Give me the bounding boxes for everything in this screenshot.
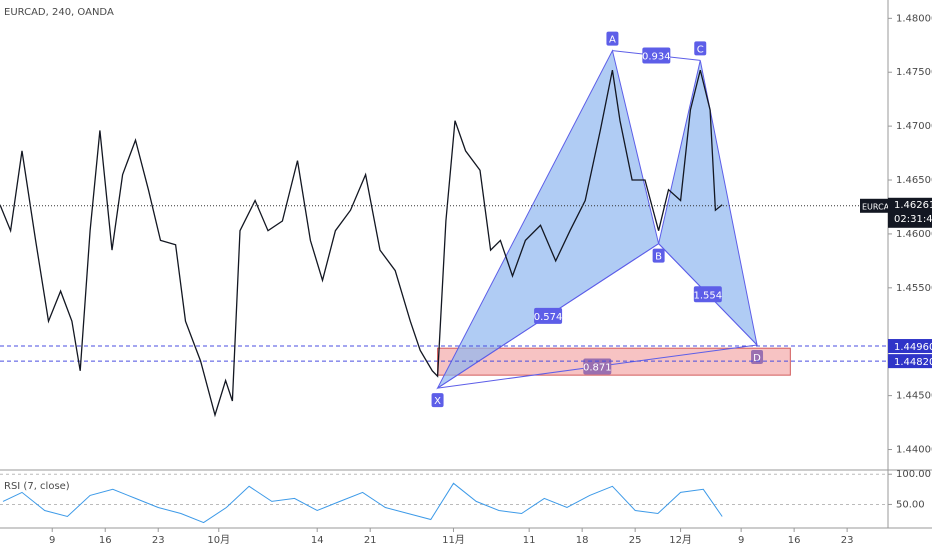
- y-tick-label: 50.00: [896, 499, 925, 510]
- level-tag: 1.44960: [888, 339, 932, 354]
- target-zone: [437, 347, 791, 376]
- ratio-tag: 1.554: [693, 286, 723, 303]
- ratio-box: [642, 47, 671, 64]
- chart-title: EURCAD, 240, OANDA: [4, 7, 114, 18]
- pattern-point: X: [431, 393, 444, 408]
- x-tick-label: 16: [99, 535, 112, 546]
- ratio-tag: 0.934: [642, 47, 671, 64]
- x-tick-label: 12月: [669, 534, 692, 546]
- point-box: [694, 41, 707, 56]
- point-label: X: [434, 396, 441, 407]
- x-tick-label: 11: [523, 535, 536, 546]
- ratio-label: 0.934: [642, 52, 671, 63]
- x-tick-label: 9: [738, 535, 744, 546]
- point-box: [652, 248, 665, 263]
- y-tick-label: 1.46000: [896, 229, 932, 240]
- symbol-label: EURCAD: [862, 202, 895, 211]
- ratio-tag: 0.574: [534, 307, 563, 324]
- y-tick-label: 1.47500: [896, 67, 932, 78]
- y-tick-label: 100.00: [896, 469, 931, 480]
- point-label: A: [609, 35, 616, 46]
- x-tick-label: 23: [841, 535, 854, 546]
- price-box: [888, 197, 932, 228]
- pattern-point: A: [606, 31, 619, 46]
- level-box: [888, 354, 932, 369]
- pattern-point: B: [652, 248, 665, 263]
- series-line: [2, 482, 723, 524]
- y-tick-label: 1.48000: [896, 13, 932, 24]
- level-tag: 1.44820: [888, 354, 932, 369]
- ratio-label: 0.574: [534, 312, 563, 323]
- ratio-box: [583, 358, 612, 375]
- x-tick-label: 11月: [442, 534, 465, 546]
- level-box: [888, 339, 932, 354]
- point-box: [431, 393, 444, 408]
- level-label: 1.44960: [894, 342, 932, 353]
- ratio-label: 0.871: [583, 363, 612, 374]
- countdown-label: 02:31:47: [894, 214, 932, 225]
- ratio-label: 1.554: [694, 290, 723, 301]
- point-label: D: [753, 353, 761, 364]
- y-tick-label: 1.44500: [896, 391, 932, 402]
- x-tick-label: 14: [311, 535, 324, 546]
- ratio-box: [534, 307, 563, 324]
- x-tick-label: 9: [49, 535, 55, 546]
- y-tick-label: 1.46500: [896, 175, 932, 186]
- x-tick-label: 16: [788, 535, 801, 546]
- x-tick-label: 10月: [207, 534, 230, 546]
- point-box: [751, 349, 764, 364]
- x-tick-label: 18: [576, 535, 589, 546]
- rsi-title: RSI (7, close): [4, 481, 70, 492]
- x-tick-label: 25: [629, 535, 642, 546]
- ratio-tag: 0.871: [583, 358, 612, 375]
- y-tick-label: 1.45500: [896, 283, 932, 294]
- point-label: B: [655, 252, 662, 263]
- symbol-box: [860, 198, 888, 213]
- x-tick-label: 21: [364, 535, 377, 546]
- price-label: 1.46261: [894, 200, 932, 211]
- pattern-point: C: [694, 41, 707, 56]
- point-box: [606, 31, 619, 46]
- y-tick-label: 1.44000: [896, 445, 932, 456]
- level-label: 1.44820: [894, 357, 932, 368]
- x-tick-label: 23: [152, 535, 165, 546]
- y-tick-label: 1.47000: [896, 121, 932, 132]
- ratio-box: [693, 286, 722, 303]
- pattern-point: D: [751, 349, 764, 364]
- point-label: C: [697, 44, 704, 55]
- series-line: [0, 69, 723, 418]
